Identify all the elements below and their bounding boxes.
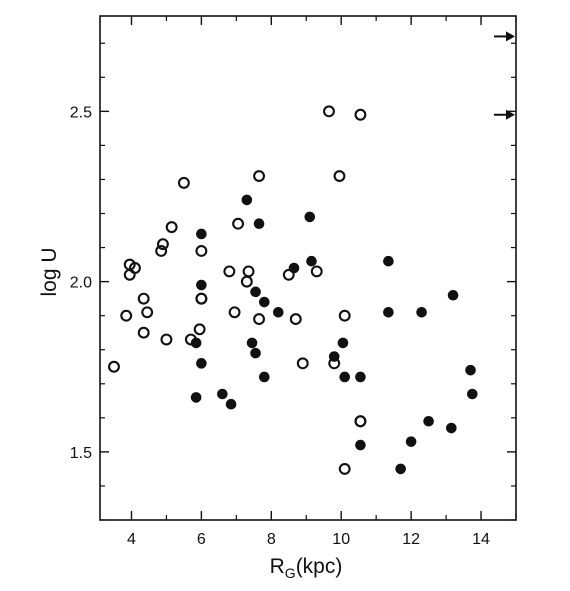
filled-data-point <box>272 306 284 318</box>
filled-data-point <box>306 255 317 267</box>
plot-frame <box>99 15 517 521</box>
filled-data-point <box>405 436 417 447</box>
y-tick-label: 2.0 <box>70 275 92 292</box>
open-data-point <box>228 306 241 319</box>
x-tick-label: 12 <box>402 531 420 548</box>
open-data-point <box>160 333 173 346</box>
filled-data-point <box>259 371 270 383</box>
open-data-point <box>177 176 190 189</box>
open-data-point <box>338 462 351 475</box>
open-data-point <box>240 275 253 288</box>
open-data-point <box>156 238 169 251</box>
open-data-point <box>137 292 150 305</box>
open-data-point <box>253 170 266 183</box>
y-axis-title: log U <box>38 247 61 296</box>
open-data-point <box>323 105 335 118</box>
open-circle-series <box>108 105 367 475</box>
open-data-point <box>354 415 367 428</box>
filled-data-point <box>395 463 406 475</box>
x-tick-label: 6 <box>197 531 206 548</box>
open-data-point <box>141 306 154 319</box>
filled-data-point <box>190 337 202 349</box>
filled-data-point <box>196 279 207 291</box>
filled-data-point <box>253 218 265 230</box>
open-data-point <box>289 313 302 326</box>
filled-data-point <box>250 286 261 298</box>
data-series <box>108 105 478 475</box>
plot-axes <box>99 15 517 521</box>
open-data-point <box>223 265 236 278</box>
axis-ticks <box>100 16 517 521</box>
filled-data-point <box>288 262 300 274</box>
open-data-point <box>123 268 136 281</box>
open-data-point <box>108 360 120 373</box>
open-data-point <box>333 170 346 183</box>
filled-data-point <box>423 415 434 427</box>
filled-data-point <box>355 439 366 451</box>
off-scale-arrow-head <box>506 31 515 42</box>
y-tick-label: 2.5 <box>70 104 92 121</box>
filled-data-point <box>447 289 459 301</box>
open-data-point <box>165 221 178 234</box>
open-data-point <box>354 108 367 121</box>
filled-data-point <box>446 422 457 434</box>
open-data-point <box>282 268 295 281</box>
open-data-point <box>242 265 255 278</box>
off-scale-arrows <box>494 31 515 120</box>
filled-data-point <box>337 337 349 349</box>
filled-data-point <box>246 337 258 349</box>
filled-data-point <box>217 388 228 400</box>
open-data-point <box>129 262 141 274</box>
y-tick-label: 1.5 <box>70 445 92 462</box>
open-data-point <box>338 309 351 322</box>
x-tick-label: 14 <box>472 531 490 548</box>
filled-data-point <box>465 364 476 376</box>
filled-data-point <box>416 306 427 318</box>
x-axis-title-main: R <box>270 555 285 578</box>
open-data-point <box>137 326 150 339</box>
tick-labels: 4 6 8 10 12 14 1.5 2.0 2.5 <box>70 104 490 548</box>
filled-data-point <box>383 255 394 267</box>
filled-data-point <box>250 347 261 359</box>
open-data-point <box>253 313 266 326</box>
filled-circle-series <box>190 194 478 475</box>
filled-data-point <box>383 306 394 318</box>
x-axis-title-unit: (kpc) <box>296 555 343 578</box>
open-data-point <box>310 265 323 278</box>
open-data-point <box>195 292 208 305</box>
open-data-point <box>195 245 208 257</box>
open-data-point <box>232 217 245 230</box>
x-tick-label: 4 <box>127 531 136 548</box>
x-tick-label: 10 <box>332 531 350 548</box>
filled-data-point <box>467 388 478 400</box>
open-data-point <box>296 357 309 370</box>
filled-data-point <box>241 194 253 206</box>
x-tick-label: 8 <box>267 531 276 548</box>
filled-data-point <box>328 351 340 362</box>
filled-data-point <box>196 228 207 240</box>
filled-data-point <box>339 371 351 383</box>
open-data-point <box>193 323 206 336</box>
off-scale-arrow-head <box>506 109 515 120</box>
open-data-point <box>155 245 168 257</box>
x-axis-title: RG(kpc) <box>270 555 343 581</box>
filled-data-point <box>190 392 202 403</box>
filled-data-point <box>355 371 366 383</box>
open-data-point <box>120 309 133 322</box>
filled-data-point <box>304 211 316 223</box>
filled-data-point <box>225 398 237 410</box>
x-axis-title-subscript: G <box>285 565 296 581</box>
filled-data-point <box>259 296 270 308</box>
filled-data-point <box>196 358 207 369</box>
